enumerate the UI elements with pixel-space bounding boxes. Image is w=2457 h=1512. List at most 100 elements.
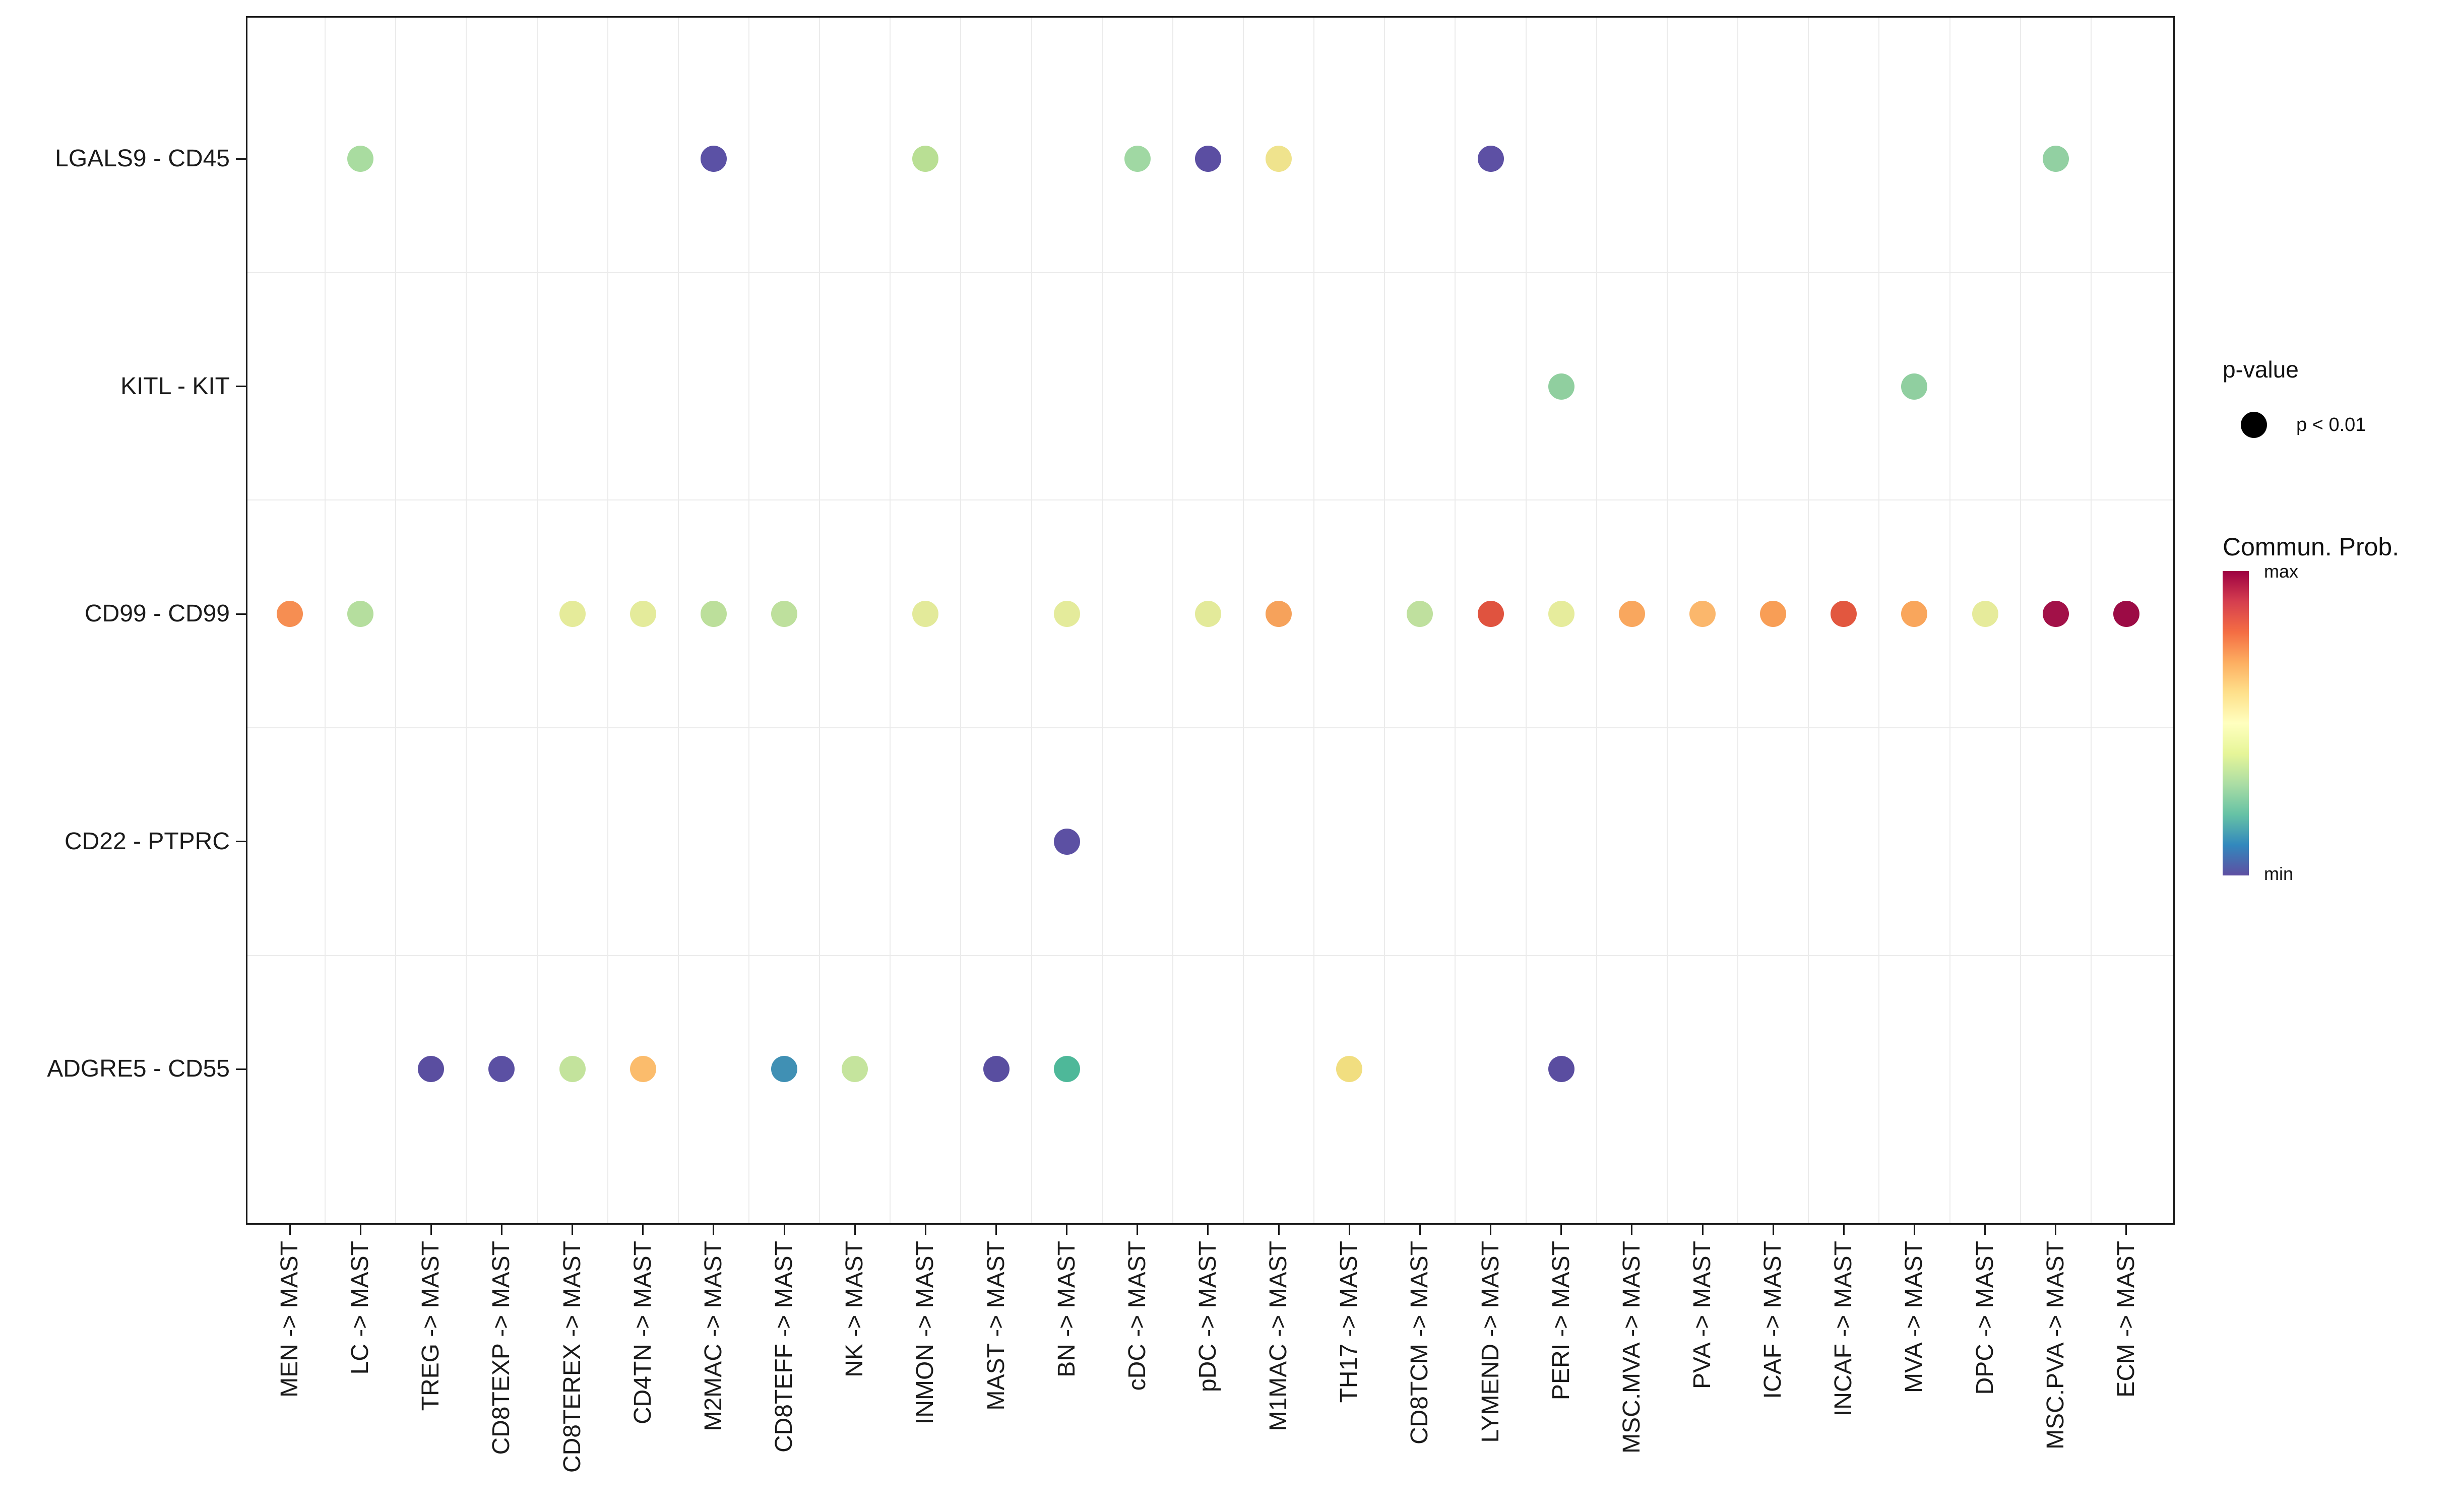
x-axis-label: TH17 -> MAST bbox=[1336, 1241, 1363, 1403]
gridline-vertical bbox=[1172, 16, 1173, 1225]
gridline-vertical bbox=[1525, 16, 1527, 1225]
gridline-vertical bbox=[325, 16, 326, 1225]
x-axis-tick bbox=[924, 1225, 926, 1235]
data-point bbox=[1618, 601, 1645, 627]
gridline-vertical bbox=[1313, 16, 1315, 1225]
data-point bbox=[488, 1056, 515, 1083]
x-axis-tick bbox=[1984, 1225, 1986, 1235]
gridline-vertical bbox=[1101, 16, 1103, 1225]
commun-prob-legend-title: Commun. Prob. bbox=[2223, 533, 2400, 561]
data-point bbox=[347, 146, 374, 172]
data-point bbox=[1407, 601, 1433, 627]
data-point bbox=[1901, 601, 1928, 627]
x-axis-label: PVA -> MAST bbox=[1689, 1241, 1716, 1389]
x-axis-label: M2MAC -> MAST bbox=[700, 1241, 727, 1431]
x-axis-tick bbox=[1419, 1225, 1421, 1235]
data-point bbox=[629, 601, 656, 627]
data-point bbox=[771, 1056, 798, 1083]
data-point bbox=[1053, 828, 1080, 855]
data-point bbox=[700, 601, 727, 627]
y-axis-label: CD22 - PTPRC bbox=[64, 828, 230, 855]
x-axis-label: INCAF -> MAST bbox=[1830, 1241, 1857, 1417]
x-axis-tick bbox=[2125, 1225, 2127, 1235]
gridline-vertical bbox=[819, 16, 821, 1225]
gridline-vertical bbox=[1878, 16, 1880, 1225]
gridline-vertical bbox=[1737, 16, 1739, 1225]
data-point bbox=[1053, 1056, 1080, 1083]
x-axis-tick bbox=[1631, 1225, 1633, 1235]
gridline-vertical bbox=[1455, 16, 1456, 1225]
x-axis-tick bbox=[1066, 1225, 1068, 1235]
x-axis-tick bbox=[1772, 1225, 1774, 1235]
data-point bbox=[1548, 373, 1574, 400]
y-axis-tick bbox=[236, 386, 246, 388]
gridline-vertical bbox=[890, 16, 891, 1225]
gridline-vertical bbox=[607, 16, 608, 1225]
gridline-vertical bbox=[1243, 16, 1244, 1225]
data-point bbox=[1477, 146, 1504, 172]
x-axis-label: TREG -> MAST bbox=[417, 1241, 445, 1411]
x-axis-label: cDC -> MAST bbox=[1123, 1241, 1151, 1391]
x-axis-label: BN -> MAST bbox=[1053, 1241, 1080, 1377]
gridline-vertical bbox=[1808, 16, 1809, 1225]
x-axis-tick bbox=[1278, 1225, 1280, 1235]
gridline-vertical bbox=[395, 16, 397, 1225]
data-point bbox=[700, 146, 727, 172]
y-axis-tick bbox=[236, 613, 246, 615]
y-axis-label: ADGRE5 - CD55 bbox=[47, 1055, 230, 1083]
data-point bbox=[1548, 601, 1574, 627]
gridline-vertical bbox=[466, 16, 467, 1225]
gridline-vertical bbox=[536, 16, 538, 1225]
y-axis-tick bbox=[236, 841, 246, 843]
gridline-horizontal bbox=[246, 272, 2175, 273]
data-point bbox=[983, 1056, 1010, 1083]
data-point bbox=[771, 601, 798, 627]
pvalue-legend-title: p-value bbox=[2223, 356, 2299, 383]
x-axis-label: MSC.MVA -> MAST bbox=[1618, 1241, 1645, 1454]
x-axis-tick bbox=[995, 1225, 997, 1235]
x-axis-tick bbox=[1137, 1225, 1139, 1235]
data-point bbox=[1901, 373, 1928, 400]
x-axis-tick bbox=[359, 1225, 361, 1235]
x-axis-label: MAST -> MAST bbox=[982, 1241, 1010, 1411]
gridline-vertical bbox=[1596, 16, 1597, 1225]
data-point bbox=[559, 1056, 586, 1083]
x-axis-tick bbox=[854, 1225, 856, 1235]
colorbar-max-label: max bbox=[2264, 561, 2299, 582]
x-axis-label: ICAF -> MAST bbox=[1759, 1241, 1787, 1399]
gridline-horizontal bbox=[246, 499, 2175, 501]
gridline-vertical bbox=[960, 16, 962, 1225]
x-axis-label: MSC.PVA -> MAST bbox=[2042, 1241, 2069, 1450]
x-axis-label: MEN -> MAST bbox=[276, 1241, 303, 1398]
gridline-vertical bbox=[1666, 16, 1668, 1225]
data-point bbox=[1548, 1056, 1574, 1083]
gridline-vertical bbox=[748, 16, 749, 1225]
data-point bbox=[277, 601, 303, 627]
data-point bbox=[912, 146, 939, 172]
x-axis-tick bbox=[1560, 1225, 1562, 1235]
data-point bbox=[912, 601, 939, 627]
data-point bbox=[347, 601, 374, 627]
gridline-horizontal bbox=[246, 955, 2175, 956]
data-point bbox=[559, 601, 586, 627]
y-axis-tick bbox=[236, 1068, 246, 1070]
gridline-vertical bbox=[2020, 16, 2021, 1225]
x-axis-label: CD8TEXP -> MAST bbox=[488, 1241, 515, 1455]
x-axis-tick bbox=[1207, 1225, 1209, 1235]
x-axis-label: CD8TCM -> MAST bbox=[1406, 1241, 1433, 1445]
gridline-vertical bbox=[677, 16, 679, 1225]
x-axis-label: LYMEND -> MAST bbox=[1477, 1241, 1504, 1443]
x-axis-label: pDC -> MAST bbox=[1194, 1241, 1221, 1393]
x-axis-label: LC -> MAST bbox=[347, 1241, 374, 1375]
data-point bbox=[1194, 601, 1221, 627]
data-point bbox=[1124, 146, 1151, 172]
data-point bbox=[418, 1056, 445, 1083]
data-point bbox=[629, 1056, 656, 1083]
x-axis-label: M1MAC -> MAST bbox=[1265, 1241, 1292, 1431]
x-axis-tick bbox=[1702, 1225, 1704, 1235]
data-point bbox=[1053, 601, 1080, 627]
x-axis-label: CD8TEREX -> MAST bbox=[558, 1241, 586, 1473]
data-point bbox=[1336, 1056, 1363, 1083]
x-axis-tick bbox=[783, 1225, 785, 1235]
